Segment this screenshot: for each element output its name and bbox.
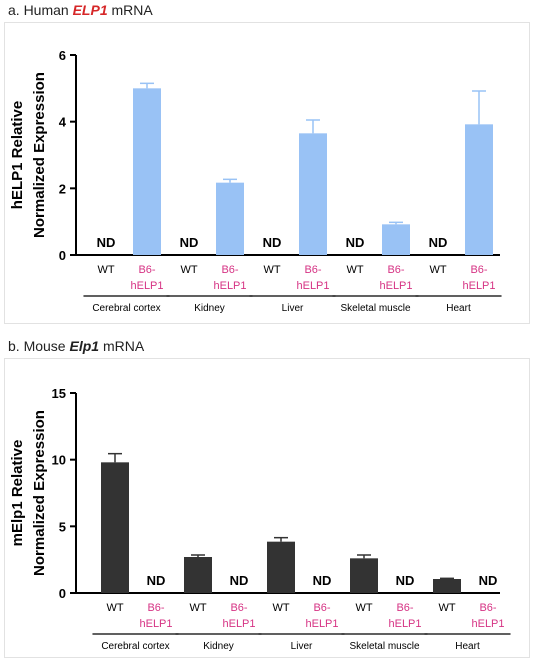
chart-b-b6-label: B6-: [313, 602, 330, 614]
chart-b-bar: [433, 579, 461, 593]
chart-b-wt-label: WT: [355, 602, 372, 614]
chart-a-ytick-label: 4: [59, 115, 67, 130]
chart-a-bar: [133, 88, 161, 255]
chart-a-b6-label: hELP1: [379, 280, 412, 292]
chart-a-wt-label: WT: [97, 264, 114, 276]
chart-b-tissue-label: Skeletal muscle: [349, 641, 419, 652]
chart-a-wt-label: WT: [263, 264, 280, 276]
chart-a-ylabel-line1: hELP1 Relative: [9, 101, 26, 209]
chart-b-bar: [101, 462, 129, 593]
chart-a-wt-label: WT: [180, 264, 197, 276]
panel-b-title-gene: Elp1: [69, 338, 100, 354]
chart-a-nd-label: ND: [346, 235, 365, 250]
chart-b-tissue-label: Kidney: [203, 641, 234, 652]
chart-b-wt-label: WT: [189, 602, 206, 614]
chart-b-nd-label: ND: [479, 573, 498, 588]
panel-a-title-gene: ELP1: [72, 2, 108, 18]
chart-a-nd-label: ND: [180, 235, 199, 250]
chart-b-nd-label: ND: [396, 573, 415, 588]
chart-b-ytick-label: 0: [59, 586, 66, 601]
chart-b-nd-label: ND: [147, 573, 166, 588]
chart-b-b6-label: hELP1: [222, 618, 255, 630]
chart-a-b6-label: B6-: [470, 264, 487, 276]
chart-b-nd-label: ND: [230, 573, 249, 588]
chart-a-tissue-label: Heart: [446, 303, 471, 314]
chart-b-ytick-label: 5: [59, 519, 66, 534]
chart-a-ylabel-line2: Normalized Expression: [31, 72, 48, 238]
chart-b-b6-label: B6-: [147, 602, 164, 614]
chart-b-wt-label: WT: [272, 602, 289, 614]
chart-a-b6-label: B6-: [304, 264, 321, 276]
chart-b-b6-label: hELP1: [305, 618, 338, 630]
panel-a-title-suffix: mRNA: [107, 2, 153, 18]
chart-a-bar: [382, 224, 410, 255]
chart-a-ytick-label: 2: [59, 181, 66, 196]
panel-b-title-prefix: b. Mouse: [8, 338, 70, 354]
chart-a-wt-label: WT: [429, 264, 446, 276]
chart-b-ytick-label: 10: [52, 453, 66, 468]
chart-a-bar: [465, 124, 493, 255]
chart-a-b6-label: B6-: [138, 264, 155, 276]
chart-a-b6-label: hELP1: [462, 280, 495, 292]
chart-b-b6-label: hELP1: [139, 618, 172, 630]
panel-b-frame: [4, 358, 530, 658]
panel-b-title: b. Mouse Elp1 mRNA: [8, 338, 144, 354]
chart-a-bar: [299, 133, 327, 255]
chart-a-tissue-label: Kidney: [194, 303, 225, 314]
chart-b-bar: [267, 541, 295, 593]
chart-b-bar: [184, 557, 212, 593]
chart-b-ylabel-line1: mElp1 Relative: [9, 440, 26, 547]
chart-b-b6-label: B6-: [479, 602, 496, 614]
chart-b-b6-label: hELP1: [388, 618, 421, 630]
chart-a-ytick-label: 0: [59, 248, 66, 263]
chart-b-b6-label: B6-: [396, 602, 413, 614]
chart-a-b6-label: B6-: [387, 264, 404, 276]
chart-b-nd-label: ND: [313, 573, 332, 588]
panel-a-title: a. Human ELP1 mRNA: [8, 2, 153, 18]
chart-b-wt-label: WT: [438, 602, 455, 614]
chart-b-b6-label: hELP1: [471, 618, 504, 630]
panel-b-title-suffix: mRNA: [99, 338, 145, 354]
chart-b-wt-label: WT: [106, 602, 123, 614]
chart-a-nd-label: ND: [263, 235, 282, 250]
chart-b-bar: [350, 558, 378, 593]
chart-a-b6-label: hELP1: [130, 280, 163, 292]
chart-b-tissue-label: Cerebral cortex: [101, 641, 169, 652]
chart-a-tissue-label: Skeletal muscle: [340, 303, 410, 314]
chart-a-tissue-label: Cerebral cortex: [92, 303, 160, 314]
chart-a-bar: [216, 182, 244, 255]
chart-a-b6-label: B6-: [221, 264, 238, 276]
chart-a-b6-label: hELP1: [213, 280, 246, 292]
chart-b-tissue-label: Heart: [455, 641, 480, 652]
chart-a-wt-label: WT: [346, 264, 363, 276]
chart-a-nd-label: ND: [97, 235, 116, 250]
chart-a-b6-label: hELP1: [296, 280, 329, 292]
chart-a-nd-label: ND: [429, 235, 448, 250]
chart-b-ylabel-line2: Normalized Expression: [31, 410, 48, 576]
chart-a-tissue-label: Liver: [282, 303, 304, 314]
chart-a-ytick-label: 6: [59, 48, 66, 63]
panel-a-frame: [4, 22, 530, 324]
panel-a-title-prefix: a. Human: [8, 2, 73, 18]
chart-b-ytick-label: 15: [52, 386, 66, 401]
chart-b-b6-label: B6-: [230, 602, 247, 614]
chart-b-tissue-label: Liver: [291, 641, 313, 652]
